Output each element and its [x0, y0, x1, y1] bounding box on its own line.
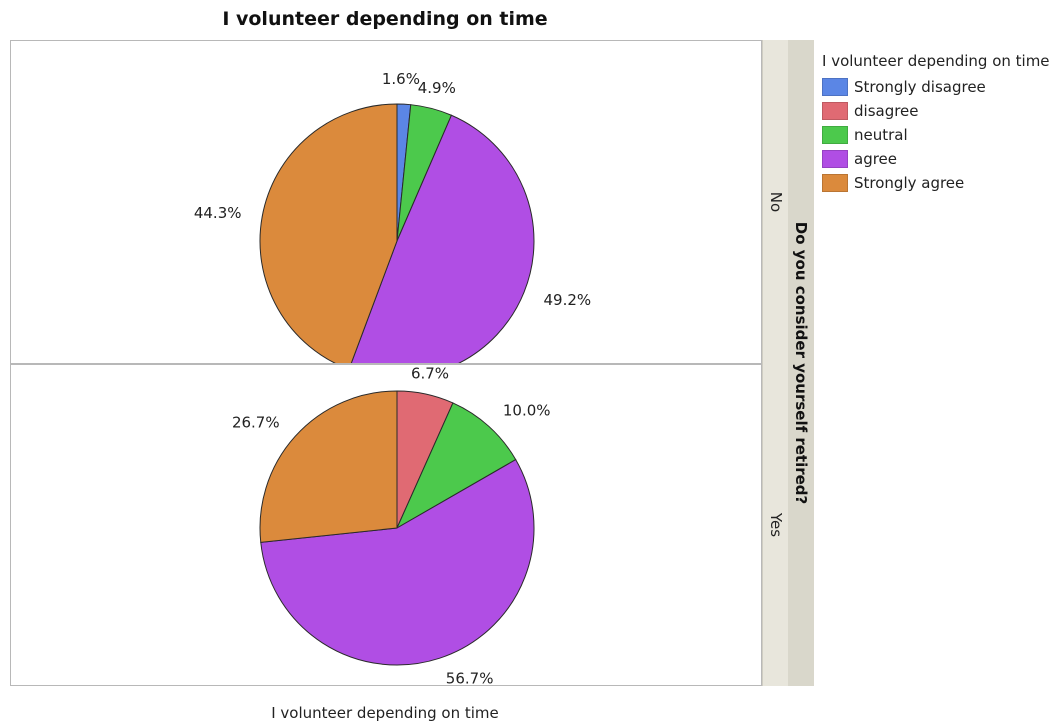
pie-chart-yes: 6.7% 10.0% 56.7% 26.7% [232, 365, 551, 685]
facet-label-yes: Yes [766, 512, 785, 538]
facet-title-strip: Do you consider yourself retired? [788, 40, 814, 686]
slice-label-yes-neutral: 10.0% [503, 402, 551, 420]
legend-item-agree: agree [822, 147, 1050, 171]
legend-swatch [822, 126, 848, 144]
facet-title: Do you consider yourself retired? [792, 221, 810, 505]
legend-item-strongly-agree: Strongly agree [822, 171, 1050, 195]
legend-label: neutral [854, 126, 908, 144]
pie-slice-no-strongly-agree [259, 103, 398, 363]
x-axis-label: I volunteer depending on time [271, 704, 499, 722]
slice-label-yes-agree: 56.7% [446, 669, 494, 685]
legend: I volunteer depending on time Strongly d… [822, 52, 1050, 195]
legend-swatch [822, 174, 848, 192]
legend-title: I volunteer depending on time [822, 52, 1050, 70]
legend-label: Strongly agree [854, 174, 965, 192]
legend-label: Strongly disagree [854, 78, 986, 96]
pie-panel-yes: 6.7% 10.0% 56.7% 26.7% [10, 364, 762, 686]
legend-label: agree [854, 150, 898, 168]
legend-swatch [822, 150, 848, 168]
legend-item-disagree: disagree [822, 99, 1050, 123]
legend-swatch [822, 102, 848, 120]
slice-label-yes-strongly-agree: 26.7% [232, 413, 280, 431]
slice-label-no-neutral: 4.9% [418, 79, 456, 97]
legend-swatch [822, 78, 848, 96]
pie-slice-yes-strongly-agree [259, 390, 398, 543]
pie-slice-yes-neutral [395, 402, 517, 530]
pie-slice-yes-agree [260, 458, 535, 666]
legend-item-neutral: neutral [822, 123, 1050, 147]
slice-label-no-agree: 49.2% [544, 291, 592, 309]
slice-label-no-strongly-disagree: 1.6% [382, 70, 420, 88]
chart-title: I volunteer depending on time [222, 8, 548, 30]
facet-label-no: No [766, 191, 785, 213]
facet-strip-yes: Yes [762, 364, 788, 686]
legend-item-strongly-disagree: Strongly disagree [822, 75, 1050, 99]
slice-label-yes-disagree: 6.7% [411, 365, 449, 383]
facet-strip-no: No [762, 40, 788, 364]
legend-label: disagree [854, 102, 919, 120]
pie-panel-no: 1.6% 4.9% 49.2% 44.3% [10, 40, 762, 364]
slice-label-no-strongly-agree: 44.3% [194, 204, 242, 222]
pie-chart-no: 1.6%4.9% 49.2% 44.3% [194, 70, 592, 363]
pie-slice-no-agree [350, 114, 535, 363]
